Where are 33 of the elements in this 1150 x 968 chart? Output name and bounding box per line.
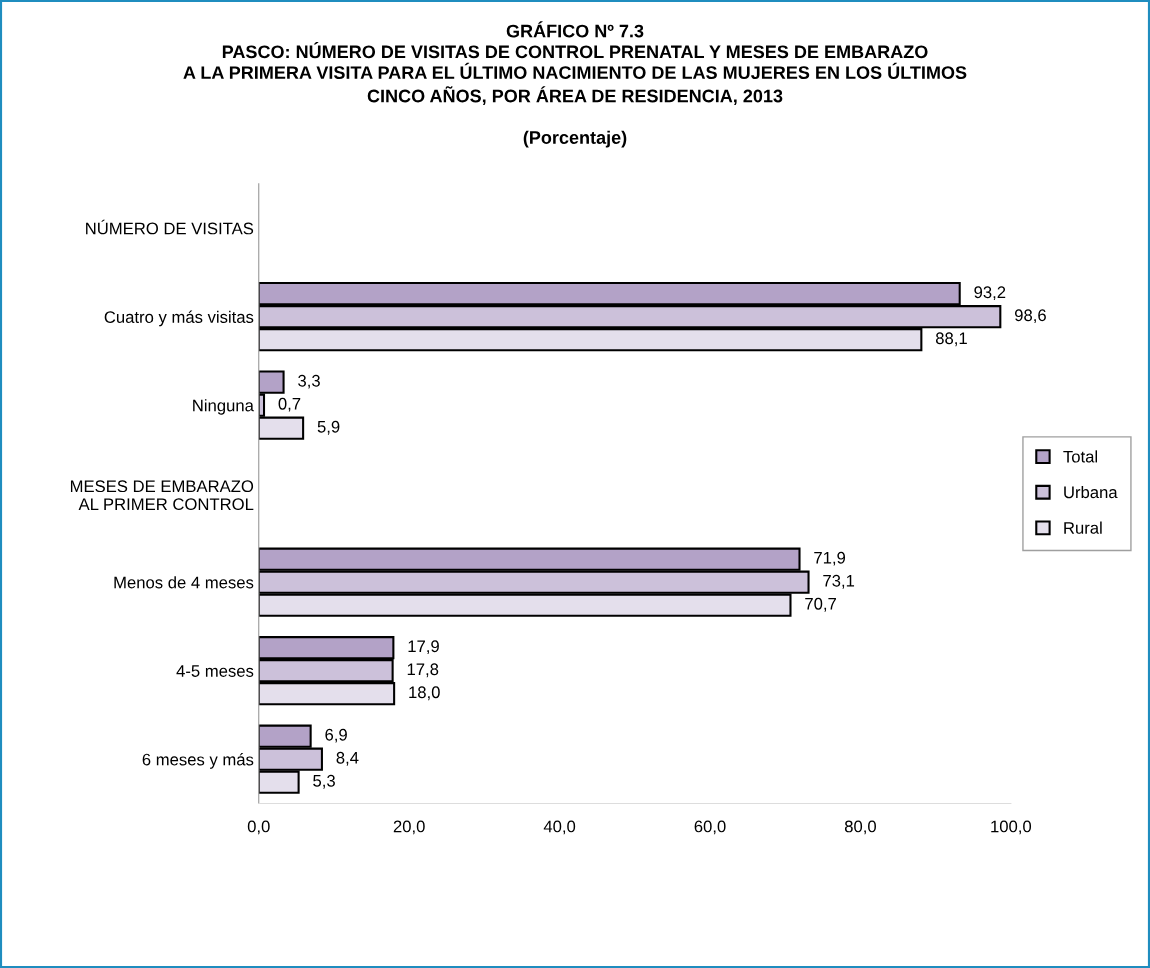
x-tick-label: 40,0 xyxy=(543,820,576,835)
data-label: 5,3 xyxy=(313,774,335,789)
data-label: 73,1 xyxy=(823,574,855,589)
data-label: 17,9 xyxy=(408,640,439,655)
data-label: 93,2 xyxy=(974,286,1006,301)
y-tick-label: 4-5 meses xyxy=(176,665,254,677)
data-label: 3,3 xyxy=(298,374,320,389)
y-tick-label: Ninguna xyxy=(193,399,254,415)
data-label: 71,9 xyxy=(814,551,846,566)
y-tick-label: NÚMERO DE VISITAS xyxy=(86,219,254,235)
data-label: 18,0 xyxy=(409,686,440,701)
x-tick-label: 60,0 xyxy=(694,820,726,835)
x-tick-label: 100,0 xyxy=(991,820,1032,835)
x-tick-label: 20,0 xyxy=(393,820,425,835)
y-tick-label: MESES DE EMBARAZO AL PRIMER CONTROL xyxy=(70,480,254,511)
legend-label: Rural xyxy=(1064,521,1102,534)
chart-subtitle: (Porcentaje) xyxy=(523,130,627,148)
data-label: 98,6 xyxy=(1014,309,1046,324)
y-tick-label: 6 meses y más xyxy=(142,753,254,769)
data-label: 70,7 xyxy=(805,597,836,612)
data-label: 6,9 xyxy=(325,728,347,743)
y-tick-label: Cuatro y más visitas xyxy=(104,310,254,327)
legend-label: Total xyxy=(1063,450,1098,463)
x-tick-label: 0,0 xyxy=(247,820,270,835)
data-label: 8,4 xyxy=(336,751,359,766)
data-label: 17,8 xyxy=(407,663,439,678)
chart-title: GRÁFICO Nº 7.3 PASCO: NÚMERO DE VISITAS DE CONTROL PRENATAL Y MESES DE EMBARAZO A LA PRIMERA VISITA PARA EL ÚLTIMO NACIMIENTO DE LAS MUJERES EN LOS ÚLTIMOS CINCO AÑOS, POR ÁREA DE RESIDENCIA, 2013 xyxy=(183,21,967,105)
y-tick-label: Menos de 4 meses xyxy=(114,576,254,589)
data-label: 5,9 xyxy=(317,420,340,435)
data-label: 88,1 xyxy=(935,332,967,347)
legend-label: Urbana xyxy=(1064,485,1118,499)
data-label: 0,7 xyxy=(278,397,301,412)
x-tick-label: 80,0 xyxy=(844,820,876,835)
